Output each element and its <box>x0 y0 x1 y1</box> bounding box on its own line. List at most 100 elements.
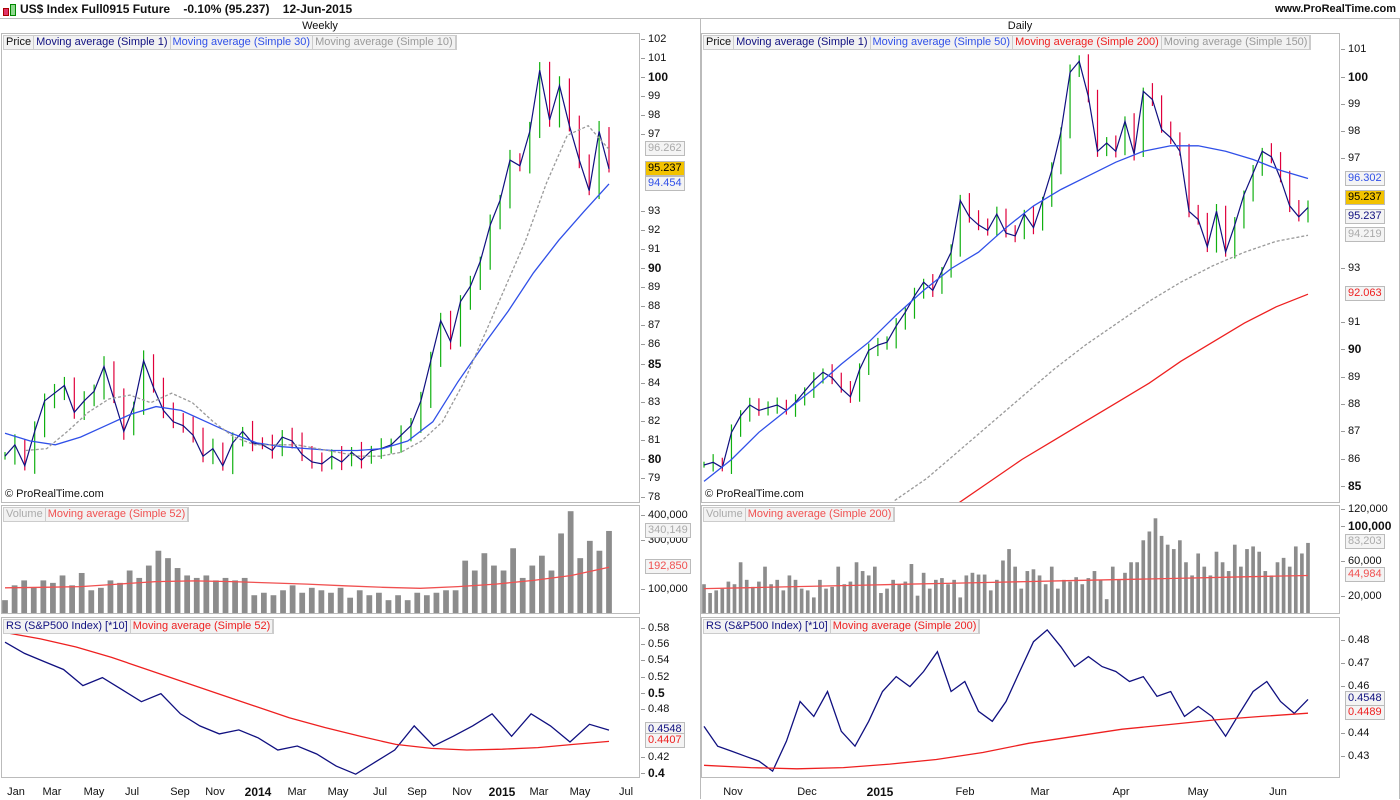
series-line <box>4 631 610 751</box>
legend-item[interactable]: Volume <box>704 508 746 521</box>
volume-bar <box>1062 579 1066 613</box>
y-tick-mark <box>1341 403 1345 405</box>
volume-bar <box>423 595 430 613</box>
volume-bar <box>1165 544 1170 613</box>
volume-bar <box>1074 577 1078 613</box>
weekly-volume-plot[interactable]: Volume Moving average (Simple 52) <box>1 505 640 614</box>
volume-bar <box>21 580 28 613</box>
volume-bar <box>145 565 152 613</box>
legend-item[interactable]: Moving average (Simple 200) <box>831 620 980 633</box>
volume-bar <box>885 588 889 613</box>
y-tick-label: 0.48 <box>1348 633 1370 646</box>
volume-bar <box>726 581 731 613</box>
volume-bar <box>1251 546 1255 613</box>
legend-item[interactable]: Moving average (Simple 10) <box>313 36 456 49</box>
legend-item[interactable]: Moving average (Simple 30) <box>171 36 314 49</box>
value-tag: 92.063 <box>1345 286 1385 302</box>
y-tick-label: 0.47 <box>1348 657 1370 670</box>
volume-bar <box>952 579 956 613</box>
y-tick-mark <box>641 57 645 59</box>
y-tick-mark <box>1341 639 1345 641</box>
volume-bar <box>366 595 373 613</box>
y-tick-label: 80 <box>648 452 662 467</box>
volume-bar <box>854 562 859 613</box>
volume-bar <box>1263 571 1268 613</box>
y-tick-label: 81 <box>648 433 661 446</box>
legend-item[interactable]: Moving average (Simple 200) <box>746 508 895 521</box>
legend-item[interactable]: Price <box>704 36 735 49</box>
volume-bar <box>995 579 999 613</box>
weekly-rs-plot[interactable]: RS (S&P500 Index) [*10] Moving average (S… <box>1 617 640 778</box>
y-tick-label: 0.46 <box>1348 680 1370 693</box>
volume-bar <box>1300 553 1304 613</box>
volume-bar <box>433 592 440 613</box>
value-tag: 95.237 <box>1345 189 1385 205</box>
x-axis-label: May <box>327 786 349 798</box>
legend-item[interactable]: Moving average (Simple 50) <box>871 36 1014 49</box>
volume-bar <box>988 590 993 613</box>
y-tick-mark <box>641 248 645 250</box>
x-axis-label: Jul <box>124 786 140 798</box>
legend-item[interactable]: Volume <box>4 508 46 521</box>
volume-bar <box>946 584 950 613</box>
legend-item[interactable]: Price <box>4 36 35 49</box>
volume-bar <box>203 575 210 613</box>
instrument-title: US$ Index Full0915 Future -0.10% (95.237… <box>20 2 362 16</box>
y-tick-mark <box>641 134 645 136</box>
candlestick-icon <box>3 3 17 16</box>
copyright-text: © ProRealTime.com <box>5 488 104 500</box>
volume-bar <box>860 571 865 613</box>
volume-bar <box>184 575 191 613</box>
x-axis-label: Jul <box>618 786 634 798</box>
volume-bar <box>78 572 85 613</box>
legend-item[interactable]: Moving average (Simple 1) <box>734 36 871 49</box>
volume-bar <box>280 590 286 613</box>
volume-bar <box>289 585 296 613</box>
x-axis-label: 2015 <box>488 785 516 799</box>
legend-item[interactable]: RS (S&P500 Index) [*10] <box>4 620 131 633</box>
volume-bar <box>1287 566 1292 613</box>
volume-bar <box>732 584 737 613</box>
y-tick-mark <box>641 773 645 775</box>
volume-bar <box>1037 575 1042 613</box>
x-axis-label: Mar <box>287 786 307 798</box>
y-tick-mark <box>641 344 645 346</box>
legend-item[interactable]: Moving average (Simple 52) <box>46 508 189 521</box>
volume-bar <box>232 580 238 613</box>
site-link[interactable]: www.ProRealTime.com <box>1274 3 1396 15</box>
volume-bar <box>927 588 932 613</box>
volume-bar <box>577 558 584 613</box>
x-axis-label: Sep <box>170 786 190 798</box>
volume-bar <box>1092 571 1097 613</box>
series-line <box>958 293 1309 502</box>
legend-item[interactable]: Moving average (Simple 150) <box>1162 36 1311 49</box>
y-tick-mark <box>1341 267 1345 269</box>
series-line <box>703 712 1309 770</box>
volume-bar <box>1056 588 1060 613</box>
volume-bar <box>107 580 114 613</box>
y-tick-mark <box>1341 526 1345 528</box>
volume-bar <box>452 590 459 613</box>
value-tag: 44,984 <box>1345 567 1385 583</box>
volume-bar <box>126 570 133 613</box>
legend-item[interactable]: Moving average (Simple 52) <box>131 620 274 633</box>
daily-rs-plot[interactable]: RS (S&P500 Index) [*10] Moving average (S… <box>701 617 1340 778</box>
series-line <box>4 566 610 589</box>
weekly-price-plot[interactable]: Price Moving average (Simple 1) Moving ave… <box>1 33 640 503</box>
daily-price-plot[interactable]: Price Moving average (Simple 1) Moving ave… <box>701 33 1340 503</box>
y-tick-label: 90 <box>1348 342 1362 357</box>
daily-volume-plot[interactable]: Volume Moving average (Simple 200) <box>701 505 1340 614</box>
legend-item[interactable]: Moving average (Simple 200) <box>1013 36 1162 49</box>
volume-bar <box>30 587 37 613</box>
x-axis-label: Nov <box>452 786 472 798</box>
legend-item[interactable]: Moving average (Simple 1) <box>34 36 171 49</box>
volume-bar <box>117 582 123 613</box>
y-tick-mark <box>641 628 645 630</box>
legend-item[interactable]: RS (S&P500 Index) [*10] <box>704 620 831 633</box>
y-tick-label: 87 <box>1348 425 1361 438</box>
volume-bar <box>1159 535 1164 613</box>
x-axis-label: May <box>1187 786 1209 798</box>
volume-bar <box>708 593 712 613</box>
y-tick-label: 79 <box>648 472 661 485</box>
volume-bar <box>805 590 810 613</box>
